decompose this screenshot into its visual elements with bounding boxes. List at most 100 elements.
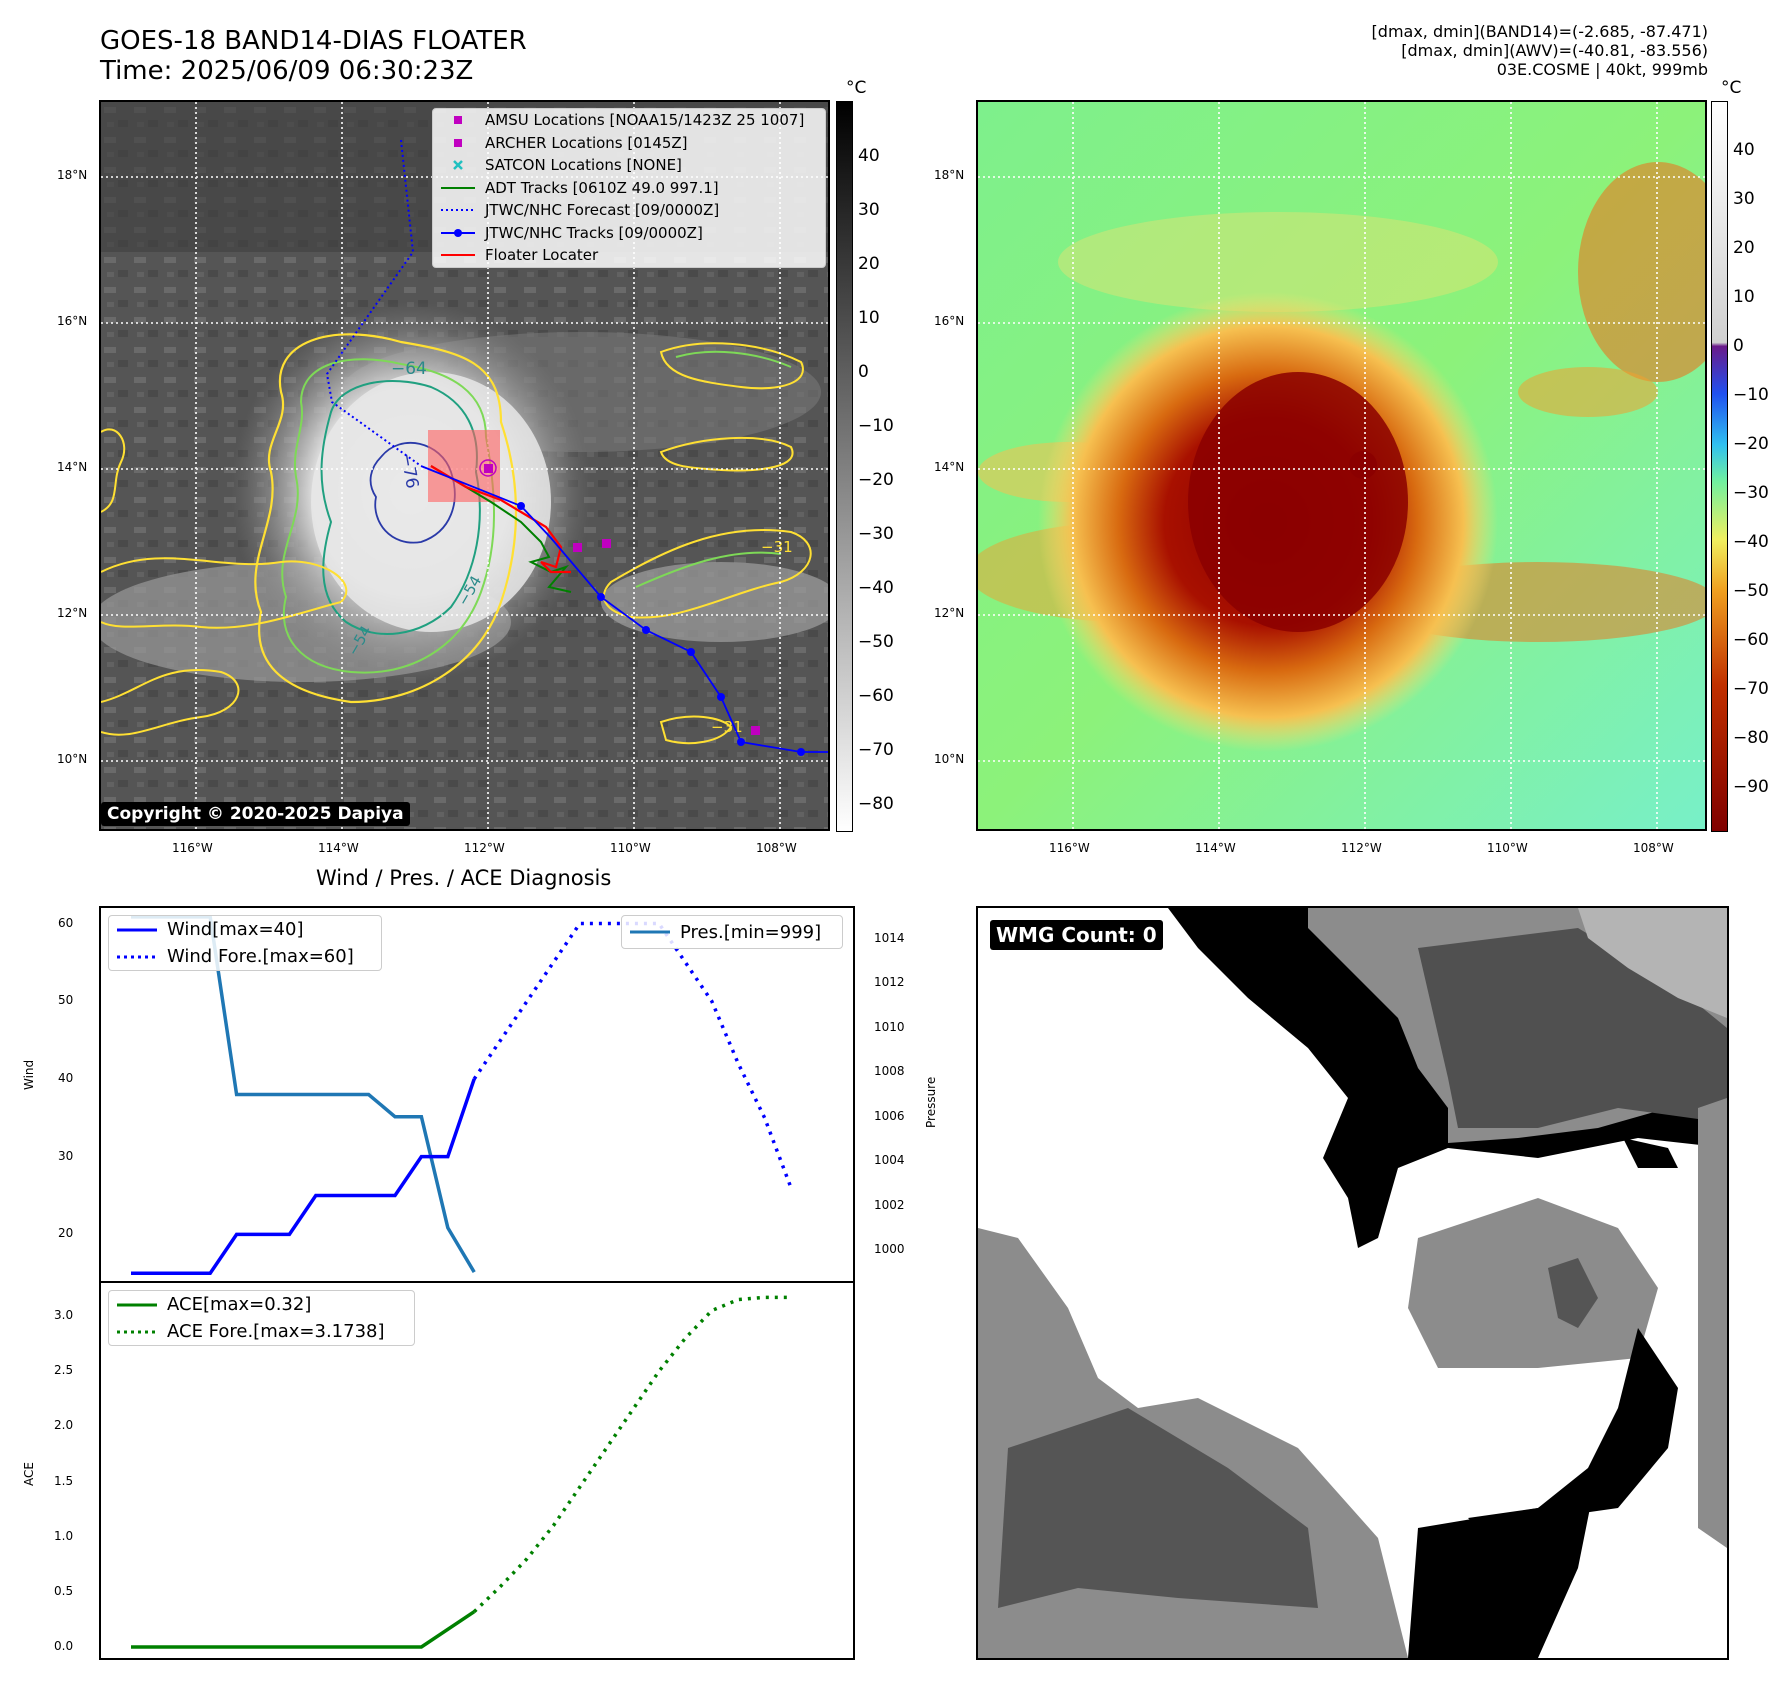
colorbar-tick: 30: [1733, 189, 1755, 209]
colorbar-tick: 10: [1733, 287, 1755, 307]
wmg-count-label: WMG Count: 0: [990, 920, 1163, 950]
legend-label: Floater Locater: [485, 246, 599, 265]
legend-item-jtwc-tracks: JTWC/NHC Tracks [09/0000Z]: [433, 222, 825, 245]
wind-tick: 60: [58, 915, 74, 930]
legend-label: ACE[max=0.32]: [167, 1294, 312, 1315]
contour-label: −31: [711, 718, 743, 736]
legend-item-satcon: SATCON Locations [NONE]: [433, 154, 825, 177]
lat-tick: 14°N: [57, 460, 88, 474]
colorbar-tick: −70: [858, 740, 894, 760]
figure-title: GOES-18 BAND14-DIAS FLOATER Time: 2025/0…: [100, 26, 527, 86]
lat-tick: 16°N: [57, 314, 88, 328]
lon-tick: 114°W: [318, 841, 359, 855]
colorbar-tick: −30: [858, 524, 894, 544]
pressure-tick: 1002: [874, 1197, 905, 1212]
colorbar-tick: 20: [858, 254, 880, 274]
dotted-line-icon: [115, 947, 159, 967]
colorbar-tick: 0: [858, 362, 869, 382]
stats-line-1: [dmax, dmin](BAND14)=(-2.685, -87.471): [1371, 22, 1708, 41]
colorbar-tick: −30: [1733, 483, 1769, 503]
legend-label: AMSU Locations [NOAA15/1423Z 25 1007]: [485, 111, 805, 130]
wind-tick: 30: [58, 1148, 74, 1163]
legend-item-archer: ARCHER Locations [0145Z]: [433, 132, 825, 155]
legend-label: JTWC/NHC Tracks [09/0000Z]: [485, 223, 703, 242]
ace-tick: 0.5: [54, 1583, 74, 1598]
contour-yellow: [254, 333, 518, 704]
contour-label: −64: [391, 359, 427, 379]
right-colorbar: [1711, 101, 1728, 832]
solid-line-icon: [439, 178, 477, 198]
colorbar-tick: −90: [1733, 777, 1769, 797]
ace-axis-label: ACE: [22, 1462, 36, 1486]
colorbar-tick: 40: [858, 146, 880, 166]
colorbar-tick: −20: [1733, 434, 1769, 454]
wind-tick: 20: [58, 1226, 74, 1241]
dotted-line-icon: [439, 200, 477, 220]
legend-label: Pres.[min=999]: [680, 921, 822, 943]
jtwc-forecast-track: [325, 139, 422, 467]
ace-forecast-line: [472, 1295, 791, 1613]
contour-teal: [320, 380, 481, 635]
wmg-gray-ring: [1408, 1198, 1658, 1368]
colorbar-unit: °C: [1721, 78, 1742, 98]
pressure-tick: 1008: [874, 1064, 905, 1079]
lon-tick: 110°W: [1487, 841, 1528, 855]
square-marker-icon: [439, 110, 477, 130]
x-marker-icon: [439, 155, 477, 175]
wind-tick: 50: [58, 993, 74, 1008]
legend-item-pres: Pres.[min=999]: [622, 916, 842, 948]
stats-block: [dmax, dmin](BAND14)=(-2.685, -87.471) […: [1372, 22, 1708, 79]
colorbar-tick: 0: [1733, 336, 1744, 356]
solid-line-icon: [115, 920, 159, 940]
awv-map-panel: [976, 100, 1707, 831]
colorbar-tick: −60: [858, 686, 894, 706]
lat-tick: 12°N: [934, 606, 965, 620]
awv-gridlines: [978, 102, 1705, 829]
ace-tick: 1.0: [54, 1528, 74, 1543]
legend-label: Wind Fore.[max=60]: [167, 946, 354, 967]
lat-tick: 16°N: [934, 314, 965, 328]
solid-line-icon: [439, 245, 477, 265]
wmg-image: [978, 908, 1727, 1658]
wind-axis-label: Wind: [22, 1059, 36, 1090]
dotted-line-icon: [115, 1322, 159, 1342]
legend-label: JTWC/NHC Forecast [09/0000Z]: [485, 201, 720, 220]
lat-tick: 12°N: [57, 606, 88, 620]
title-line-1: GOES-18 BAND14-DIAS FLOATER: [100, 26, 527, 56]
legend-label: ACE Fore.[max=3.1738]: [167, 1321, 385, 1342]
lon-tick: 116°W: [172, 841, 213, 855]
diagnosis-title: Wind / Pres. / ACE Diagnosis: [316, 866, 612, 890]
lat-tick: 18°N: [57, 168, 88, 182]
legend-label: ARCHER Locations [0145Z]: [485, 133, 688, 152]
legend-item-adt: ADT Tracks [0610Z 49.0 997.1]: [433, 177, 825, 200]
wmg-panel: WMG Count: 0: [976, 906, 1729, 1660]
solid-line-icon: [115, 1295, 159, 1315]
colorbar-tick: −40: [1733, 532, 1769, 552]
legend-item-ace: ACE[max=0.32]: [109, 1291, 414, 1318]
lat-tick: 10°N: [57, 752, 88, 766]
colorbar-tick: −40: [858, 578, 894, 598]
colorbar-tick: 40: [1733, 140, 1755, 160]
colorbar-tick: 20: [1733, 238, 1755, 258]
ir-map-panel: −64 −76 −54 −54 −31 −31 Copyright © 2020…: [99, 100, 830, 831]
contour-label: −31: [761, 538, 793, 556]
legend-item-wind-fore: Wind Fore.[max=60]: [109, 943, 381, 970]
colorbar-tick: −50: [1733, 581, 1769, 601]
wind-line: [131, 1078, 476, 1275]
pressure-tick: 1014: [874, 931, 905, 946]
lon-tick: 116°W: [1049, 841, 1090, 855]
fix-markers: [484, 464, 760, 735]
lat-tick: 18°N: [934, 168, 965, 182]
colorbar-tick: 30: [858, 200, 880, 220]
colorbar-tick: −70: [1733, 679, 1769, 699]
ace-line: [131, 1610, 476, 1649]
ace-tick: 2.5: [54, 1363, 74, 1378]
pressure-legend: Pres.[min=999]: [621, 915, 843, 949]
pressure-tick: 1010: [874, 1019, 905, 1034]
ace-plot: [131, 1295, 791, 1649]
copyright-label: Copyright © 2020-2025 Dapiya: [101, 802, 410, 826]
wind-forecast-line: [472, 921, 793, 1189]
pressure-tick: 1000: [874, 1241, 905, 1256]
wind-tick: 40: [58, 1070, 74, 1085]
colorbar-tick: −10: [1733, 385, 1769, 405]
